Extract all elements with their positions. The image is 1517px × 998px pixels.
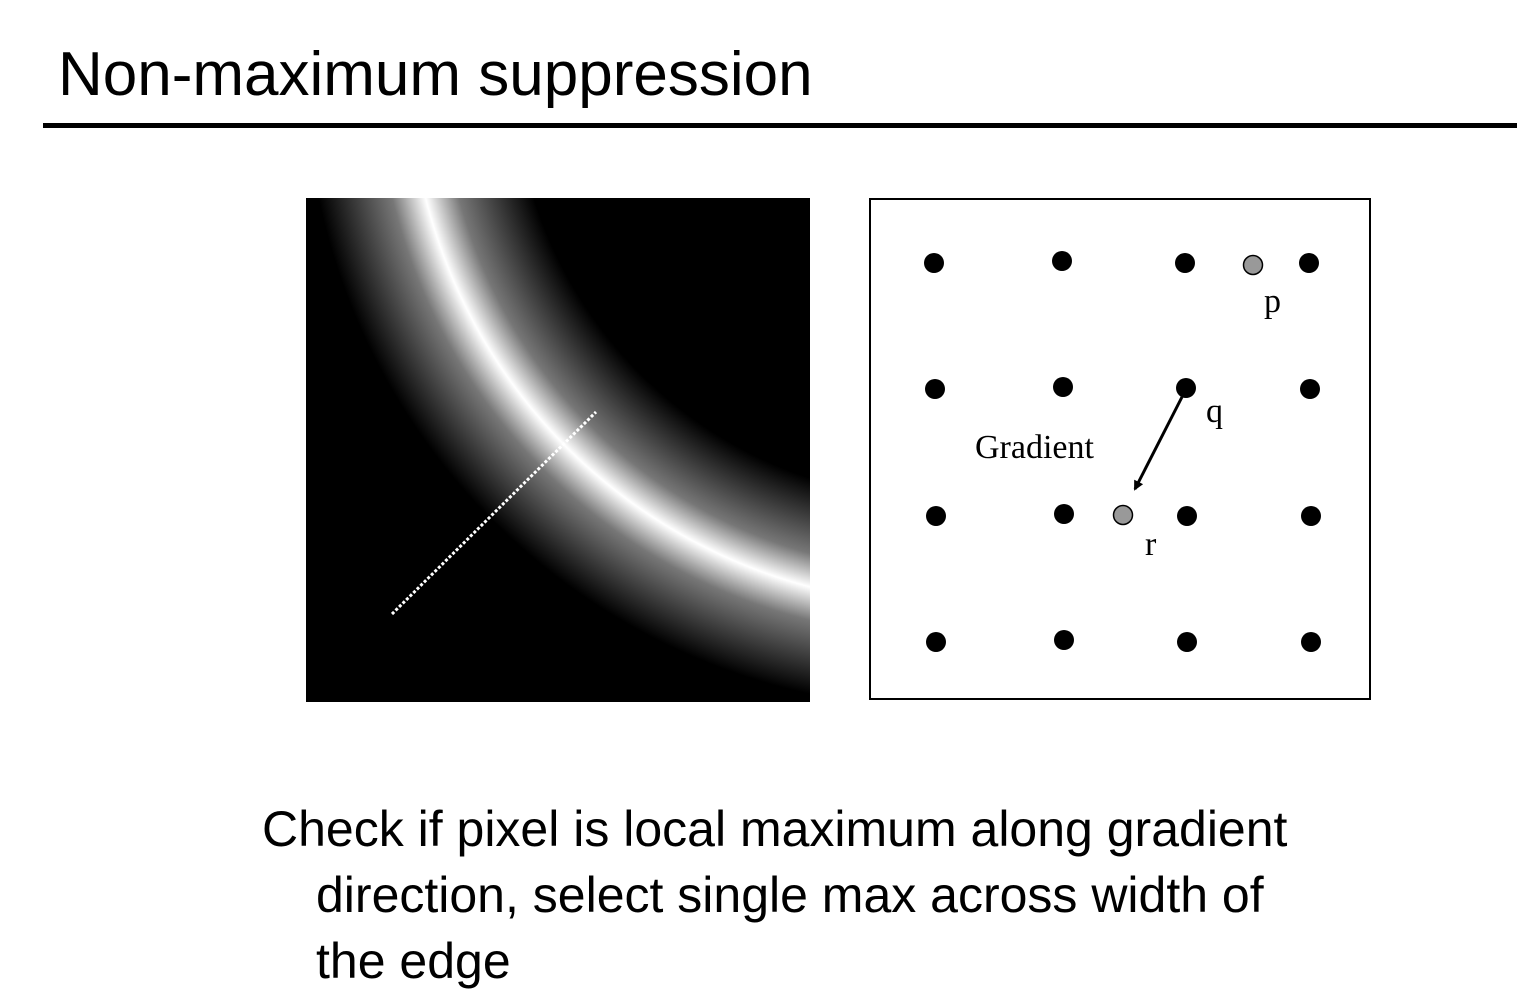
- gradient-sample-line: [390, 410, 598, 616]
- pixel-dot: [1301, 506, 1321, 526]
- pixel-dot: [1175, 253, 1195, 273]
- caption-line-1: Check if pixel is local maximum along gr…: [262, 801, 1288, 857]
- pixel-grid-diagram: p q r Gradient: [869, 198, 1371, 700]
- blurred-edge-arc: [306, 198, 810, 702]
- caption: Check if pixel is local maximum along gr…: [262, 796, 1287, 994]
- pixel-dot: [926, 632, 946, 652]
- interpolated-pixel-p: [1242, 254, 1264, 276]
- pixel-dot: [1054, 630, 1074, 650]
- pixel-dot: [1054, 504, 1074, 524]
- edge-image: [306, 198, 810, 702]
- interpolated-pixel-r: [1112, 504, 1134, 526]
- pixel-dot: [925, 379, 945, 399]
- title-divider: [43, 123, 1517, 128]
- pixel-dot: [924, 253, 944, 273]
- gradient-arrow: [1133, 396, 1184, 491]
- pixel-dot-q: [1176, 378, 1196, 398]
- slide-title: Non-maximum suppression: [58, 40, 813, 109]
- label-r: r: [1145, 526, 1157, 563]
- gradient-label: Gradient: [975, 429, 1095, 466]
- caption-line-3: the edge: [316, 933, 511, 989]
- label-p: p: [1264, 283, 1281, 320]
- pixel-dot: [1052, 251, 1072, 271]
- pixel-dot: [926, 506, 946, 526]
- pixel-dot: [1053, 377, 1073, 397]
- caption-line-2: direction, select single max across widt…: [316, 867, 1264, 923]
- label-q: q: [1206, 393, 1223, 430]
- pixel-dot: [1299, 253, 1319, 273]
- pixel-dot: [1177, 632, 1197, 652]
- pixel-dot: [1301, 632, 1321, 652]
- pixel-dot: [1177, 506, 1197, 526]
- pixel-grid-graphic: p q r Gradient: [924, 251, 1321, 652]
- pixel-dot: [1300, 379, 1320, 399]
- pixel-dots: [924, 251, 1321, 652]
- edge-image-graphic: [306, 198, 810, 702]
